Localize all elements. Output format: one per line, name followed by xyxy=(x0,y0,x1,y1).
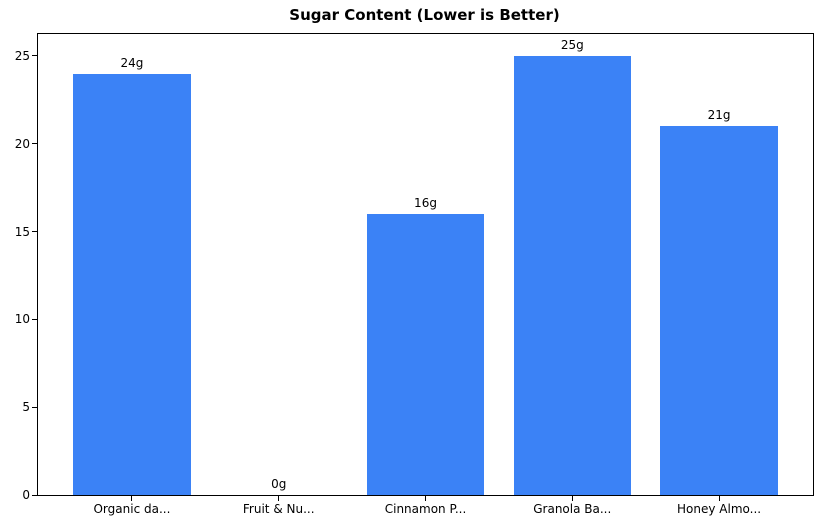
bar xyxy=(513,55,631,495)
bar-value-label: 0g xyxy=(271,477,287,491)
x-axis-tick xyxy=(278,496,280,501)
x-axis-tick-label: Honey Almo... xyxy=(677,502,762,516)
y-axis-tick xyxy=(32,318,37,320)
y-axis-tick-label: 25 xyxy=(14,48,30,63)
x-axis-tick-label: Fruit & Nu... xyxy=(242,502,315,516)
y-axis-tick-label: 5 xyxy=(22,400,30,415)
y-axis-tick xyxy=(32,231,37,233)
x-axis-tick xyxy=(718,496,720,501)
bar-value-label: 21g xyxy=(707,108,731,123)
bar-value-label: 25g xyxy=(560,37,584,52)
y-axis-tick-label: 20 xyxy=(14,136,30,151)
y-axis-tick-label: 0 xyxy=(22,488,30,502)
y-axis-tick xyxy=(32,55,37,57)
y-axis-tick-label: 15 xyxy=(14,224,30,239)
plot-area: 0 5 10 15 20 25 24g Organic da... 0g Fruit & Nu..… xyxy=(15,33,814,516)
x-axis-tick-label: Granola Ba... xyxy=(533,502,612,516)
bar-value-label: 16g xyxy=(414,196,437,211)
y-axis-tick xyxy=(32,494,37,496)
x-axis-tick xyxy=(425,496,426,501)
x-axis-tick-label: Cinnamon P... xyxy=(384,502,467,516)
bar xyxy=(366,214,485,495)
x-axis-tick xyxy=(131,496,133,501)
bar xyxy=(660,126,778,495)
y-axis-tick xyxy=(32,406,37,408)
y-axis-tick-label: 10 xyxy=(14,312,30,327)
bar xyxy=(73,73,191,495)
y-axis-tick xyxy=(32,143,37,145)
chart-title: Sugar Content (Lower is Better) xyxy=(289,6,560,24)
x-axis-tick-label: Organic da... xyxy=(93,502,171,516)
x-axis-tick xyxy=(571,496,573,501)
bar-value-label: 24g xyxy=(120,55,144,70)
